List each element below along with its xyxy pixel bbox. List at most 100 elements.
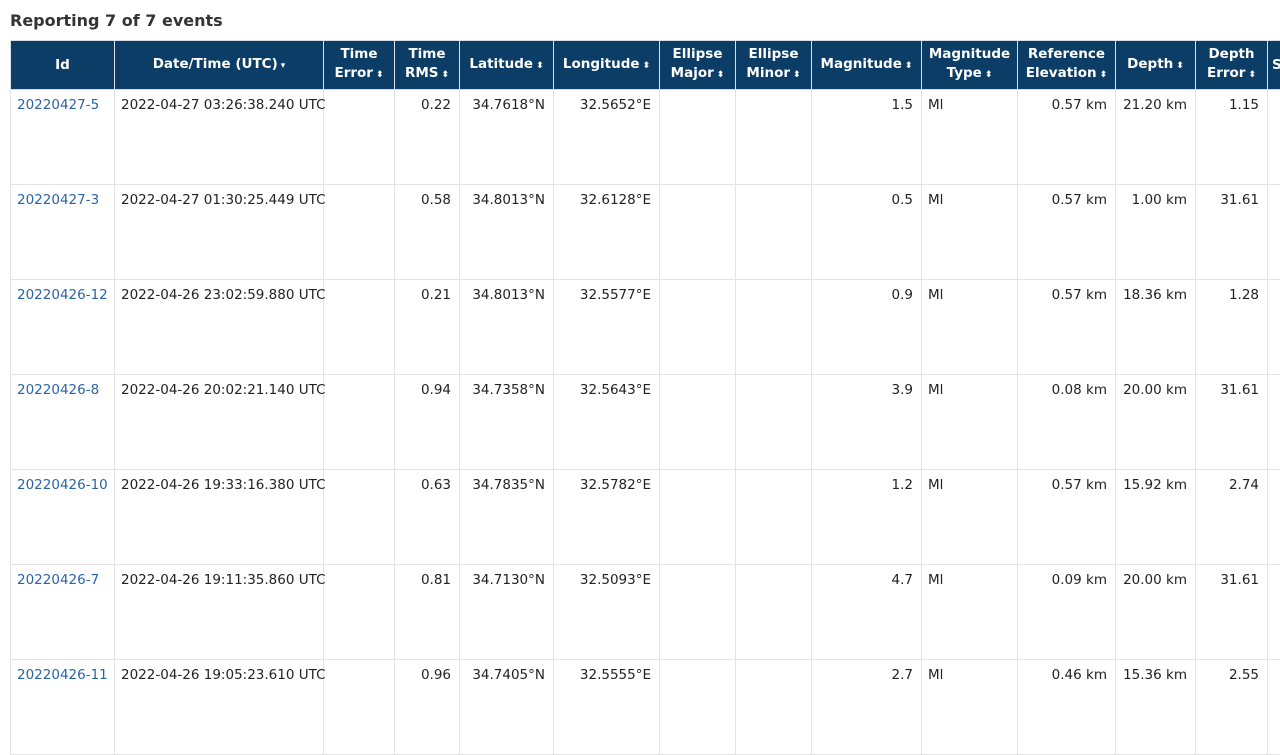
sort-icon[interactable]: ⬍ [1248,70,1256,80]
column-label: Reference Elevation [1026,46,1105,81]
column-header-ellipse-major[interactable]: Ellipse Major⬍ [660,41,736,90]
table-cell: 0.22 [395,90,460,185]
column-header-reference-elevation[interactable]: Reference Elevation⬍ [1018,41,1116,90]
event-id-link[interactable]: 20220426-10 [17,477,108,493]
column-header-s[interactable]: S [1268,41,1280,90]
sort-icon[interactable]: ⬍ [985,70,993,80]
table-cell [324,375,395,470]
event-id-link[interactable]: 20220427-5 [17,97,99,113]
table-cell: 20220427-3 [11,185,115,280]
column-header-longitude[interactable]: Longitude⬍ [554,41,660,90]
event-id-link[interactable]: 20220427-3 [17,192,99,208]
column-header-date-time-utc[interactable]: Date/Time (UTC)▾ [115,41,324,90]
table-cell: 20220426-11 [11,660,115,755]
table-cell: Ml [922,470,1018,565]
table-cell: 32.5555°E [554,660,660,755]
table-cell: 34.7835°N [460,470,554,565]
table-cell: 0.9 [812,280,922,375]
table-cell: Ml [922,185,1018,280]
column-header-depth[interactable]: Depth⬍ [1116,41,1196,90]
table-cell: 20220426-7 [11,565,115,660]
table-cell: 0.21 [395,280,460,375]
column-header-id[interactable]: Id [11,41,115,90]
table-cell: 1.5 [812,90,922,185]
table-cell: 20220426-10 [11,470,115,565]
event-id-link[interactable]: 20220426-7 [17,572,99,588]
column-header-magnitude-type[interactable]: Magnitude Type⬍ [922,41,1018,90]
column-header-magnitude[interactable]: Magnitude⬍ [812,41,922,90]
table-cell: Ml [922,90,1018,185]
table-cell [1268,660,1280,755]
table-cell [736,565,812,660]
sort-icon[interactable]: ⬍ [1100,70,1108,80]
column-header-latitude[interactable]: Latitude⬍ [460,41,554,90]
column-header-time-error[interactable]: Time Error⬍ [324,41,395,90]
table-cell [736,185,812,280]
sort-icon[interactable]: ⬍ [643,61,651,71]
sort-icon[interactable]: ⬍ [717,70,725,80]
column-label: Date/Time (UTC) [153,56,278,72]
table-cell: 0.5 [812,185,922,280]
sort-icon[interactable]: ⬍ [442,70,450,80]
sort-icon[interactable]: ⬍ [376,70,384,80]
table-cell: 20220426-12 [11,280,115,375]
event-id-link[interactable]: 20220426-8 [17,382,99,398]
table-cell: 0.63 [395,470,460,565]
table-row: 20220427-3 2022-04-27 01:30:25.449 UTC 0.5… [11,185,1280,280]
table-cell [324,90,395,185]
table-cell: 31.61 [1196,185,1268,280]
table-cell: 34.7405°N [460,660,554,755]
column-label: Longitude [563,56,640,72]
table-cell: 34.8013°N [460,280,554,375]
table-cell: 0.57 km [1018,90,1116,185]
table-cell: 20220427-5 [11,90,115,185]
column-label: Time RMS [405,46,446,81]
table-cell: 1.2 [812,470,922,565]
column-header-time-rms[interactable]: Time RMS⬍ [395,41,460,90]
table-cell: 2022-04-27 01:30:25.449 UTC [115,185,324,280]
sort-icon[interactable]: ⬍ [905,61,913,71]
table-cell: 34.7618°N [460,90,554,185]
sort-icon[interactable]: ⬍ [1176,61,1184,71]
table-cell [736,660,812,755]
table-cell: 1.00 km [1116,185,1196,280]
table-cell: 34.8013°N [460,185,554,280]
sort-icon[interactable]: ⬍ [536,61,544,71]
table-cell [660,470,736,565]
table-cell: 3.9 [812,375,922,470]
table-cell [324,280,395,375]
table-cell: Ml [922,660,1018,755]
column-label: Time Error [334,46,377,81]
table-cell: 32.5093°E [554,565,660,660]
event-id-link[interactable]: 20220426-12 [17,287,108,303]
table-cell: 0.57 km [1018,470,1116,565]
table-cell: 4.7 [812,565,922,660]
table-cell [736,90,812,185]
table-cell: 34.7130°N [460,565,554,660]
table-cell: 32.5652°E [554,90,660,185]
results-count-heading: Reporting 7 of 7 events [10,11,223,30]
column-header-ellipse-minor[interactable]: Ellipse Minor⬍ [736,41,812,90]
table-cell: 20.00 km [1116,375,1196,470]
sort-icon[interactable]: ⬍ [793,70,801,80]
table-cell: 0.09 km [1018,565,1116,660]
table-cell: 0.57 km [1018,280,1116,375]
table-cell [324,470,395,565]
table-cell: 2022-04-26 19:11:35.860 UTC [115,565,324,660]
table-cell [736,375,812,470]
event-id-link[interactable]: 20220426-11 [17,667,108,683]
table-cell [660,280,736,375]
table-cell: 20220426-8 [11,375,115,470]
column-header-depth-error[interactable]: Depth Error⬍ [1196,41,1268,90]
table-cell: 18.36 km [1116,280,1196,375]
table-cell: 0.94 [395,375,460,470]
table-cell: Ml [922,280,1018,375]
table-cell: 31.61 [1196,565,1268,660]
sort-desc-icon[interactable]: ▾ [281,61,286,71]
table-cell: 34.7358°N [460,375,554,470]
table-cell: Ml [922,375,1018,470]
